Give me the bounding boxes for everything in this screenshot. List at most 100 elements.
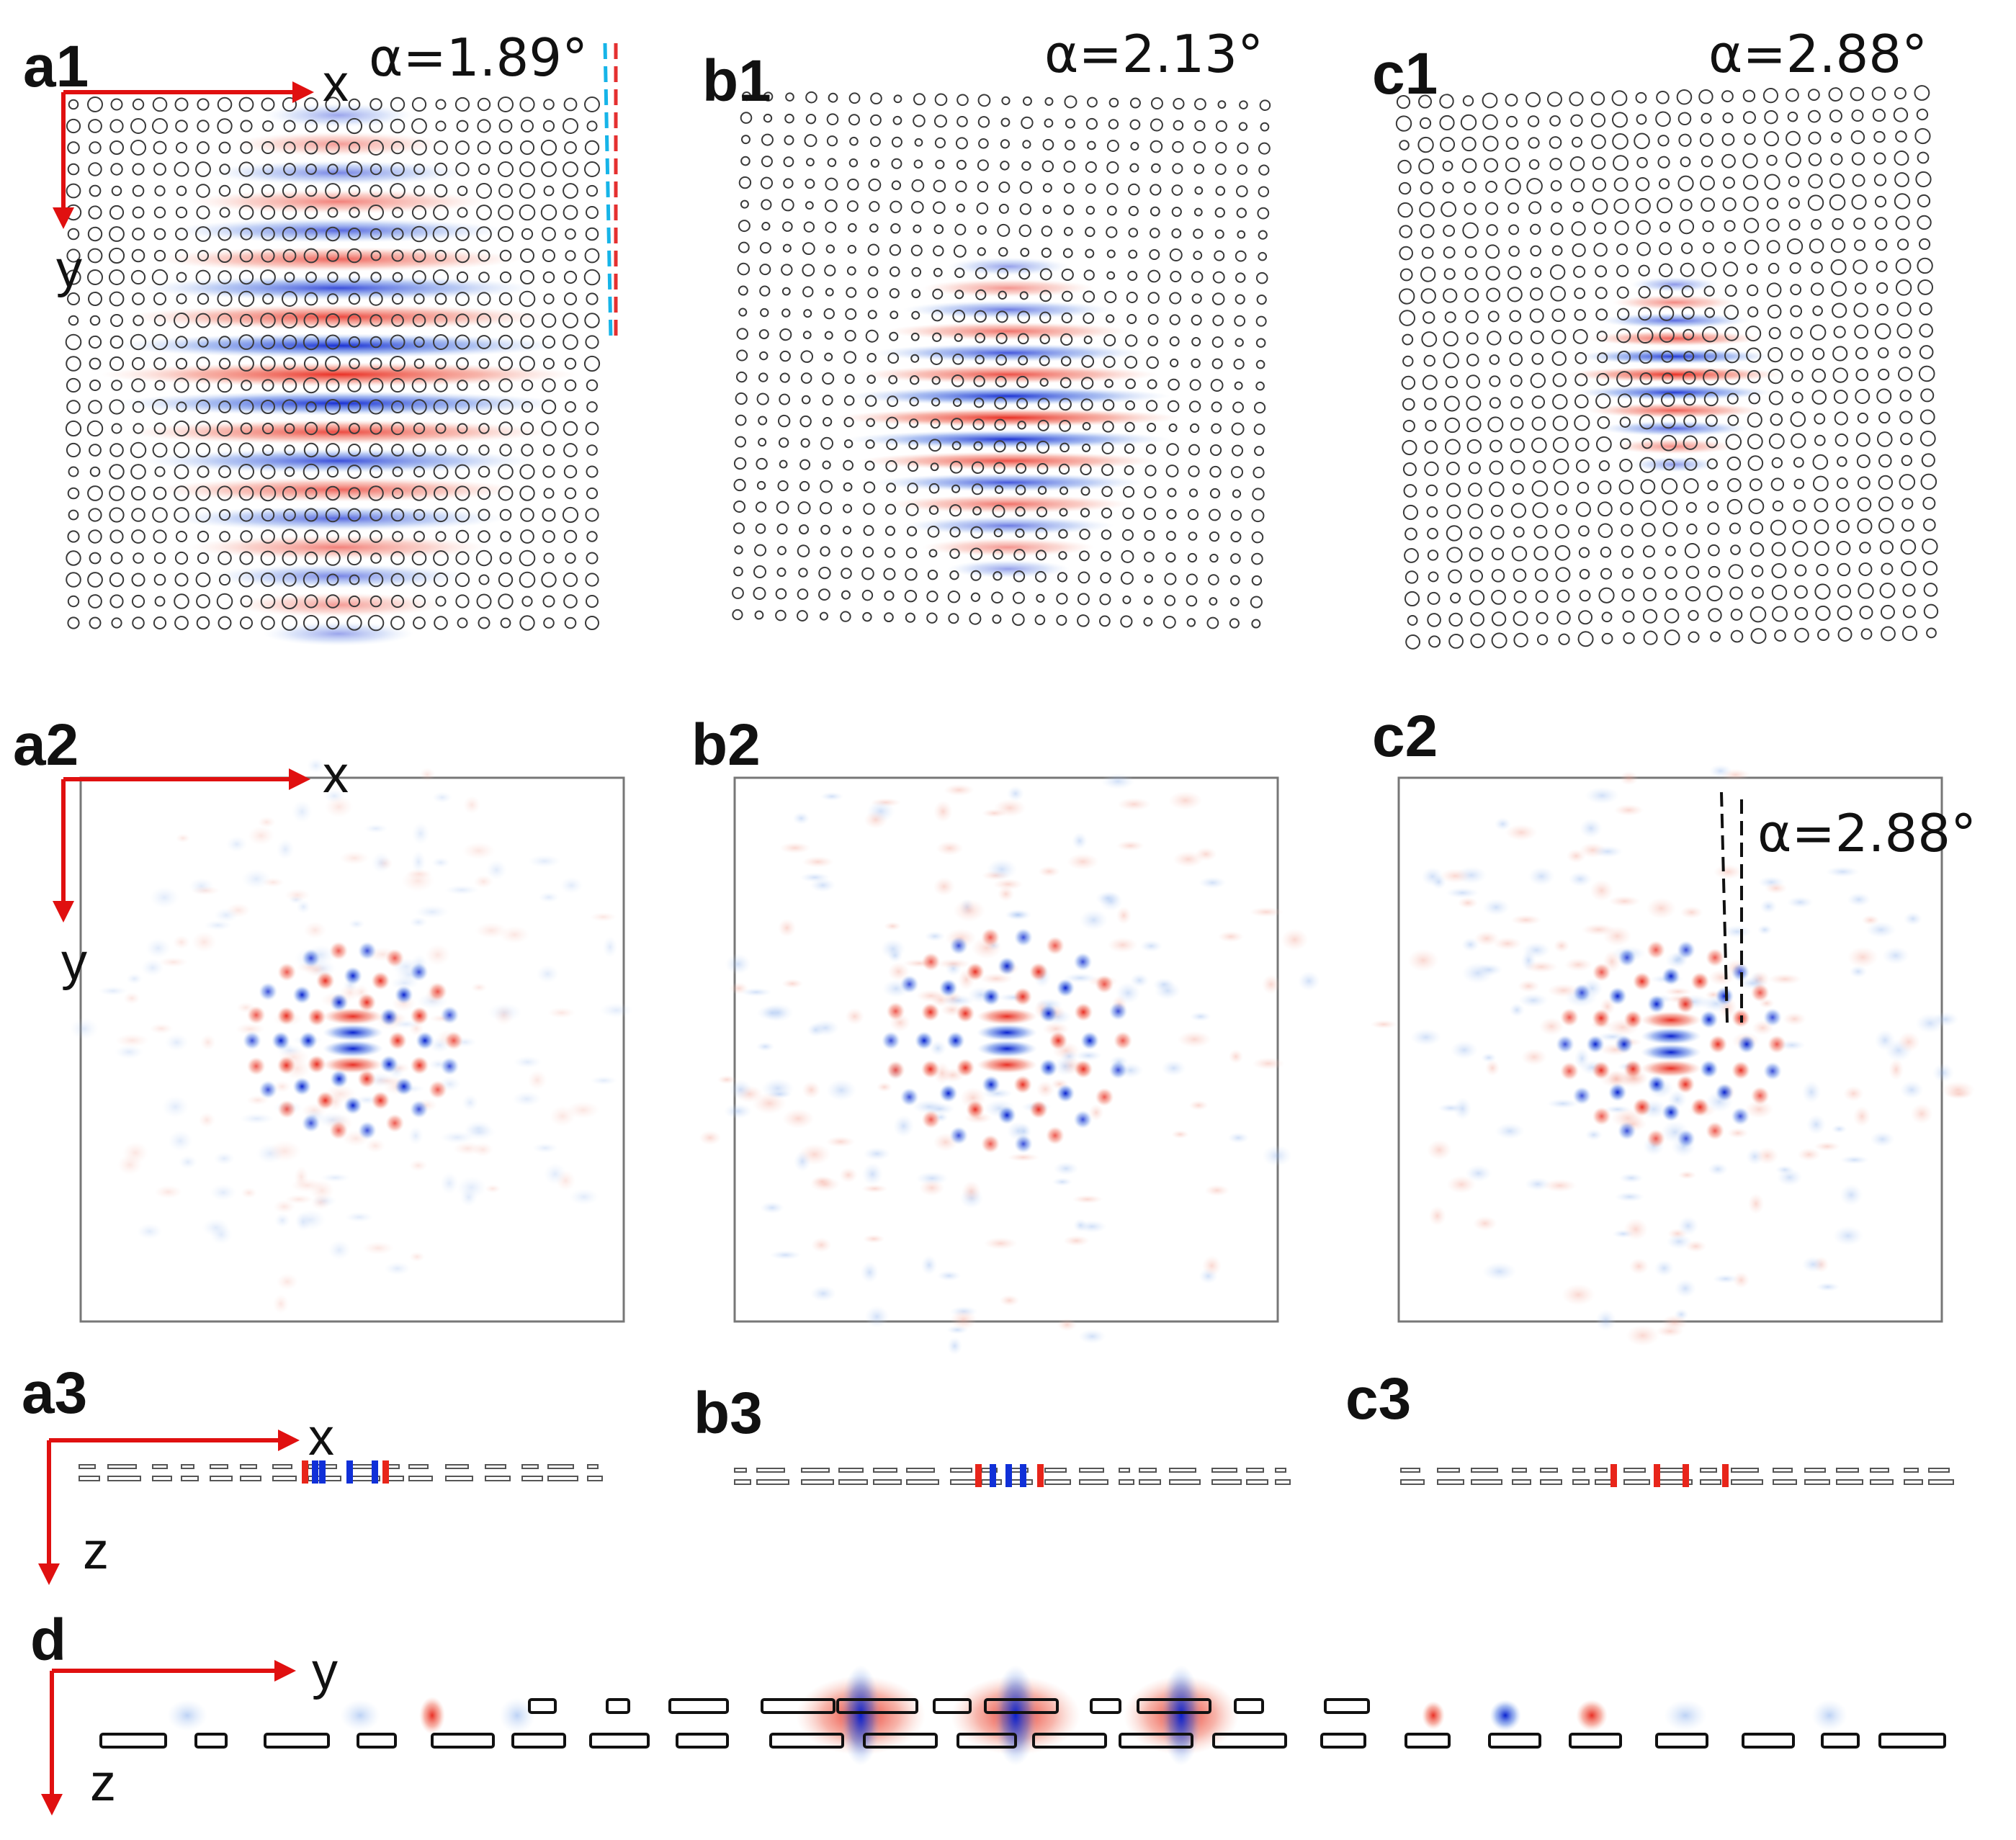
field-lobe: [315, 1091, 335, 1110]
lattice-hole: [1232, 444, 1244, 457]
lattice-hole: [1166, 531, 1176, 541]
lattice-hole: [995, 332, 1008, 344]
field-speckle: [1195, 847, 1217, 861]
lattice-hole: [1063, 205, 1075, 215]
lattice-hole: [1926, 627, 1937, 639]
lattice-hole: [782, 221, 793, 232]
slab-cell: [1211, 1479, 1242, 1485]
lattice-hole: [1683, 392, 1696, 406]
field-lobe: [982, 987, 1000, 1006]
lattice-hole: [1766, 240, 1780, 254]
field-lobe: [416, 1031, 434, 1050]
lattice-hole: [434, 378, 448, 392]
lattice-hole: [956, 159, 967, 170]
lattice-hole: [1874, 195, 1887, 208]
slab-cell: [511, 1733, 566, 1749]
lattice-hole: [949, 460, 963, 474]
lattice-hole: [843, 459, 854, 471]
lattice-hole: [1060, 356, 1072, 367]
lattice-hole: [197, 336, 209, 348]
lattice-hole: [1793, 457, 1804, 468]
lattice-hole: [1130, 142, 1139, 151]
lattice-hole: [498, 421, 513, 436]
field-lobe: [329, 941, 349, 961]
field-speckle: [273, 1080, 291, 1093]
lattice-hole: [348, 184, 361, 197]
lattice-hole: [1468, 462, 1481, 475]
lattice-hole: [1039, 311, 1052, 324]
lattice-hole: [1919, 302, 1932, 316]
lattice-hole: [1920, 473, 1937, 490]
field-lobe: [340, 1700, 380, 1731]
lattice-hole: [927, 570, 938, 580]
lattice-hole: [1256, 295, 1267, 305]
slab-cell: [1471, 1468, 1498, 1473]
field-speckle: [1457, 897, 1479, 909]
field-speckle: [997, 886, 1015, 902]
lattice-hole: [282, 377, 297, 393]
lattice-hole: [1747, 306, 1759, 318]
lattice-hole: [1508, 224, 1520, 235]
field-lobe: [301, 948, 321, 968]
lattice-hole: [862, 611, 872, 622]
field-speckle: [432, 791, 452, 804]
lattice-hole: [1764, 109, 1778, 125]
lattice-hole: [390, 421, 405, 436]
lattice-hole: [1507, 202, 1519, 214]
lattice-hole: [954, 223, 967, 235]
field-speckle: [1592, 845, 1623, 858]
lattice-hole: [499, 552, 512, 565]
lattice-hole: [1012, 613, 1025, 627]
lattice-hole: [110, 314, 123, 327]
lattice-hole: [1528, 159, 1540, 170]
lattice-hole: [411, 205, 427, 220]
lattice-hole: [1598, 523, 1613, 539]
lattice-hole: [369, 314, 382, 327]
slab-cell: [99, 1733, 167, 1749]
lattice-hole: [239, 248, 254, 263]
lattice-hole: [733, 457, 747, 470]
lattice-hole: [261, 184, 275, 198]
lattice-hole: [1876, 282, 1889, 294]
slab-cell: [445, 1464, 469, 1469]
lattice-hole: [283, 508, 296, 521]
lattice-hole: [433, 507, 449, 523]
lattice-hole: [1206, 616, 1219, 629]
lattice-hole: [109, 443, 124, 457]
lattice-hole: [1083, 269, 1095, 281]
field-speckle: [1562, 1283, 1595, 1306]
lattice-hole: [110, 163, 123, 176]
lattice-hole: [1083, 313, 1095, 324]
lattice-hole: [909, 397, 919, 407]
lattice-hole: [369, 357, 382, 370]
lattice-hole: [216, 420, 233, 437]
lattice-hole: [1701, 197, 1715, 212]
lattice-hole: [390, 356, 406, 372]
field-lobe: [263, 621, 414, 646]
lattice-hole: [1106, 183, 1119, 195]
lattice-hole: [1766, 282, 1782, 297]
lattice-hole: [798, 567, 808, 578]
field-speckle: [1619, 771, 1639, 786]
field-speckle: [893, 1114, 915, 1138]
lattice-hole: [283, 141, 296, 154]
field-lobe: [1020, 1464, 1026, 1487]
lattice-hole: [1063, 161, 1076, 173]
field-speckle: [268, 1140, 302, 1162]
slab-cell: [606, 1698, 630, 1714]
lattice-hole: [1575, 459, 1590, 473]
lattice-hole: [1638, 286, 1651, 299]
lattice-hole: [152, 97, 168, 112]
lattice-hole: [1061, 312, 1072, 324]
field-speckle: [860, 1261, 879, 1283]
field-speckle: [276, 1273, 299, 1291]
field-speckle: [384, 1262, 411, 1275]
lattice-hole: [456, 357, 469, 370]
lattice-hole: [1852, 174, 1865, 187]
lattice-hole: [928, 505, 939, 515]
x-axis-label: x: [323, 55, 349, 112]
lattice-hole: [1171, 184, 1183, 196]
slab-cell: [1836, 1479, 1863, 1485]
field-speckle: [439, 1131, 475, 1144]
lattice-hole: [1214, 250, 1225, 261]
